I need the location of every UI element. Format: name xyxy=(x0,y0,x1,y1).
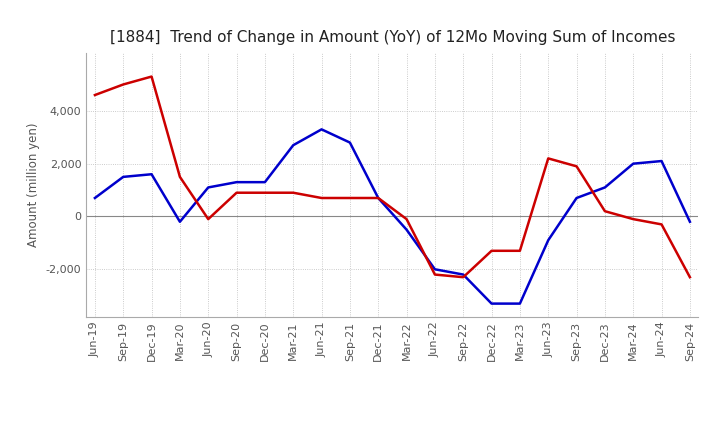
Net Income xyxy=(402,216,411,222)
Ordinary Income xyxy=(657,158,666,164)
Net Income xyxy=(657,222,666,227)
Ordinary Income xyxy=(402,227,411,232)
Ordinary Income xyxy=(346,140,354,145)
Ordinary Income xyxy=(459,272,467,277)
Net Income xyxy=(176,174,184,180)
Net Income xyxy=(516,248,524,253)
Ordinary Income xyxy=(600,185,609,190)
Net Income xyxy=(544,156,552,161)
Net Income xyxy=(487,248,496,253)
Ordinary Income xyxy=(204,185,212,190)
Net Income xyxy=(374,195,382,201)
Net Income xyxy=(261,190,269,195)
Net Income xyxy=(119,82,127,87)
Net Income xyxy=(91,92,99,98)
Ordinary Income xyxy=(544,238,552,243)
Net Income xyxy=(431,272,439,277)
Ordinary Income xyxy=(516,301,524,306)
Net Income xyxy=(289,190,297,195)
Net Income xyxy=(148,74,156,79)
Net Income xyxy=(572,164,581,169)
Net Income xyxy=(629,216,637,222)
Line: Net Income: Net Income xyxy=(95,77,690,277)
Ordinary Income xyxy=(91,195,99,201)
Net Income xyxy=(685,275,694,280)
Ordinary Income xyxy=(289,143,297,148)
Net Income xyxy=(204,216,212,222)
Ordinary Income xyxy=(318,127,326,132)
Ordinary Income xyxy=(148,172,156,177)
Ordinary Income xyxy=(261,180,269,185)
Y-axis label: Amount (million yen): Amount (million yen) xyxy=(27,123,40,247)
Net Income xyxy=(600,209,609,214)
Ordinary Income xyxy=(431,267,439,272)
Ordinary Income xyxy=(176,219,184,224)
Title: [1884]  Trend of Change in Amount (YoY) of 12Mo Moving Sum of Incomes: [1884] Trend of Change in Amount (YoY) o… xyxy=(109,29,675,45)
Ordinary Income xyxy=(629,161,637,166)
Net Income xyxy=(346,195,354,201)
Ordinary Income xyxy=(119,174,127,180)
Line: Ordinary Income: Ordinary Income xyxy=(95,129,690,304)
Ordinary Income xyxy=(572,195,581,201)
Net Income xyxy=(318,195,326,201)
Net Income xyxy=(233,190,241,195)
Ordinary Income xyxy=(487,301,496,306)
Ordinary Income xyxy=(685,219,694,224)
Ordinary Income xyxy=(374,195,382,201)
Net Income xyxy=(459,275,467,280)
Ordinary Income xyxy=(233,180,241,185)
